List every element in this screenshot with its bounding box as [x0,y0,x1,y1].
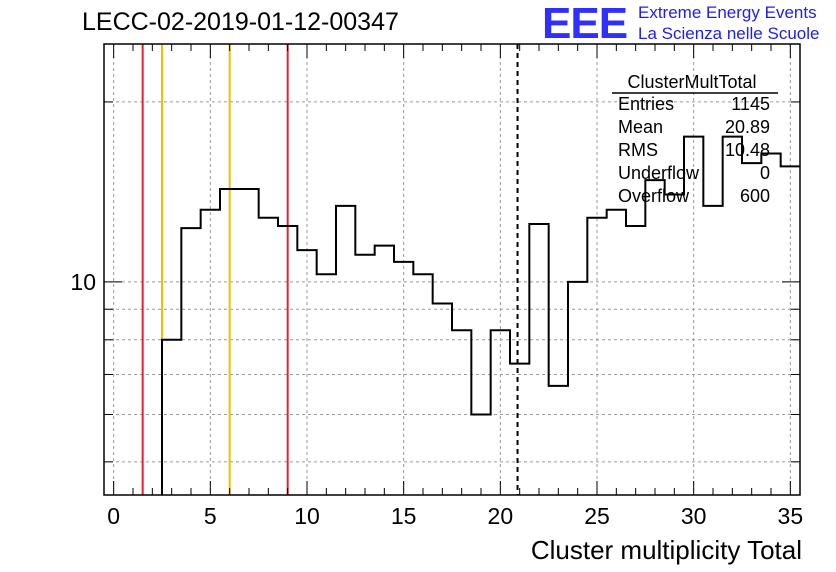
x-tick-label: 5 [204,503,217,529]
tick-labels: 0 5 10 15 20 25 30 35 10 [70,269,803,529]
histogram-outline [161,135,800,495]
x-tick-label: 0 [107,503,120,529]
stats-row-label: RMS [618,140,658,160]
stats-row-label: Mean [618,117,663,137]
logo-subtitle-1: Extreme Energy Events [638,3,817,22]
stats-row-value: 20.89 [725,117,770,137]
stats-row-value: 1145 [731,94,770,114]
x-axis-title: Cluster multiplicity Total [531,535,802,565]
stats-row-value: 0 [760,163,770,183]
x-tick-label: 25 [584,503,610,529]
marker-lines [141,44,519,495]
stats-title: ClusterMultTotal [627,72,756,92]
stats-row-value: 10.48 [725,140,770,160]
stats-row-value: 600 [740,186,770,206]
plot-frame [103,43,801,496]
run-title: LECC-02-2019-01-12-00347 [82,8,399,36]
stats-box: ClusterMultTotal Entries 1145 Mean 20.89 RMS… [612,72,778,206]
stats-row-label: Entries [618,94,674,114]
logo-subtitle-2: La Scienza nelle Scuole [638,24,820,43]
axis-ticks [104,44,800,495]
x-tick-label: 35 [778,503,804,529]
x-tick-label: 10 [294,503,320,529]
eee-logo: EEE [542,0,628,48]
grid-lines [104,44,800,495]
y-tick-label: 10 [70,269,96,295]
x-tick-label: 15 [391,503,417,529]
x-tick-label: 30 [681,503,707,529]
stats-row-label: Underflow [618,163,700,183]
stats-row-label: Overflow [618,186,690,206]
x-tick-label: 20 [488,503,514,529]
